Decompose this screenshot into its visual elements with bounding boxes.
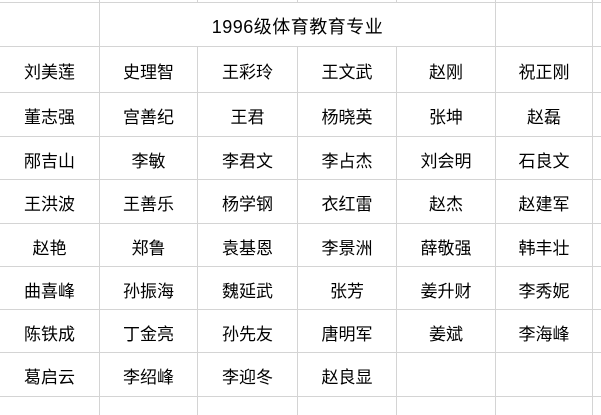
- name-cell[interactable]: 李迎冬: [198, 353, 298, 397]
- name-cell[interactable]: 王善乐: [100, 180, 198, 224]
- partial-cell[interactable]: [397, 397, 496, 415]
- name-cell[interactable]: 姜升财: [397, 267, 496, 310]
- partial-cell[interactable]: [593, 353, 601, 397]
- partial-cell[interactable]: [0, 397, 100, 415]
- partial-cell[interactable]: [593, 47, 601, 93]
- name-cell[interactable]: 李敏: [100, 137, 198, 180]
- name-cell[interactable]: 王彩玲: [198, 47, 298, 93]
- empty-cell[interactable]: [397, 353, 496, 397]
- name-cell[interactable]: 李君文: [198, 137, 298, 180]
- partial-cell[interactable]: [593, 137, 601, 180]
- name-cell[interactable]: 李占杰: [298, 137, 397, 180]
- name-cell[interactable]: 李景洲: [298, 224, 397, 267]
- name-cell[interactable]: 孙振海: [100, 267, 198, 310]
- name-cell[interactable]: 祝正刚: [496, 47, 593, 93]
- name-cell[interactable]: 赵刚: [397, 47, 496, 93]
- name-cell[interactable]: 董志强: [0, 93, 100, 137]
- partial-cell[interactable]: [593, 0, 601, 3]
- partial-cell[interactable]: [593, 3, 601, 47]
- name-cell[interactable]: 赵建军: [496, 180, 593, 224]
- name-cell[interactable]: 姜斌: [397, 310, 496, 353]
- name-cell[interactable]: 李海峰: [496, 310, 593, 353]
- header-empty-cell-right[interactable]: [496, 3, 593, 47]
- partial-cell[interactable]: [100, 0, 198, 3]
- partial-cell[interactable]: [298, 0, 397, 3]
- partial-cell[interactable]: [496, 397, 593, 415]
- partial-cell[interactable]: [100, 397, 198, 415]
- name-cell[interactable]: 王洪波: [0, 180, 100, 224]
- name-cell[interactable]: 张芳: [298, 267, 397, 310]
- partial-cell[interactable]: [198, 0, 298, 3]
- partial-cell[interactable]: [593, 267, 601, 310]
- partial-cell[interactable]: [593, 180, 601, 224]
- name-cell[interactable]: 曲喜峰: [0, 267, 100, 310]
- partial-cell[interactable]: [593, 397, 601, 415]
- name-cell[interactable]: 孙先友: [198, 310, 298, 353]
- name-cell[interactable]: 刘美莲: [0, 47, 100, 93]
- partial-cell[interactable]: [496, 0, 593, 3]
- name-cell[interactable]: 王君: [198, 93, 298, 137]
- name-cell[interactable]: 杨晓英: [298, 93, 397, 137]
- header-empty-cell-left[interactable]: [0, 3, 100, 47]
- name-cell[interactable]: 李秀妮: [496, 267, 593, 310]
- name-cell[interactable]: 陈铁成: [0, 310, 100, 353]
- name-cell[interactable]: 郑鲁: [100, 224, 198, 267]
- name-cell[interactable]: 赵杰: [397, 180, 496, 224]
- name-cell[interactable]: 张坤: [397, 93, 496, 137]
- name-cell[interactable]: 石良文: [496, 137, 593, 180]
- name-cell[interactable]: 邴吉山: [0, 137, 100, 180]
- name-cell[interactable]: 史理智: [100, 47, 198, 93]
- partial-cell[interactable]: [397, 0, 496, 3]
- name-cell[interactable]: 赵艳: [0, 224, 100, 267]
- name-cell[interactable]: 袁基恩: [198, 224, 298, 267]
- name-cell[interactable]: 唐明军: [298, 310, 397, 353]
- partial-cell[interactable]: [593, 93, 601, 137]
- partial-cell[interactable]: [593, 310, 601, 353]
- partial-cell[interactable]: [298, 397, 397, 415]
- name-cell[interactable]: 刘会明: [397, 137, 496, 180]
- name-cell[interactable]: 宫善纪: [100, 93, 198, 137]
- name-cell[interactable]: 魏延武: [198, 267, 298, 310]
- name-cell[interactable]: 薛敬强: [397, 224, 496, 267]
- name-cell[interactable]: 衣红雷: [298, 180, 397, 224]
- table-title: 1996级体育教育专业: [211, 16, 384, 37]
- table-title-cell[interactable]: 1996级体育教育专业: [100, 3, 496, 47]
- name-cell[interactable]: 杨学钢: [198, 180, 298, 224]
- empty-cell[interactable]: [496, 353, 593, 397]
- name-cell[interactable]: 赵磊: [496, 93, 593, 137]
- name-cell[interactable]: 韩丰壮: [496, 224, 593, 267]
- partial-cell[interactable]: [593, 224, 601, 267]
- partial-cell[interactable]: [198, 397, 298, 415]
- name-cell[interactable]: 李绍峰: [100, 353, 198, 397]
- name-cell[interactable]: 王文武: [298, 47, 397, 93]
- name-cell[interactable]: 葛启云: [0, 353, 100, 397]
- partial-cell[interactable]: [0, 0, 100, 3]
- name-cell[interactable]: 丁金亮: [100, 310, 198, 353]
- name-cell[interactable]: 赵良显: [298, 353, 397, 397]
